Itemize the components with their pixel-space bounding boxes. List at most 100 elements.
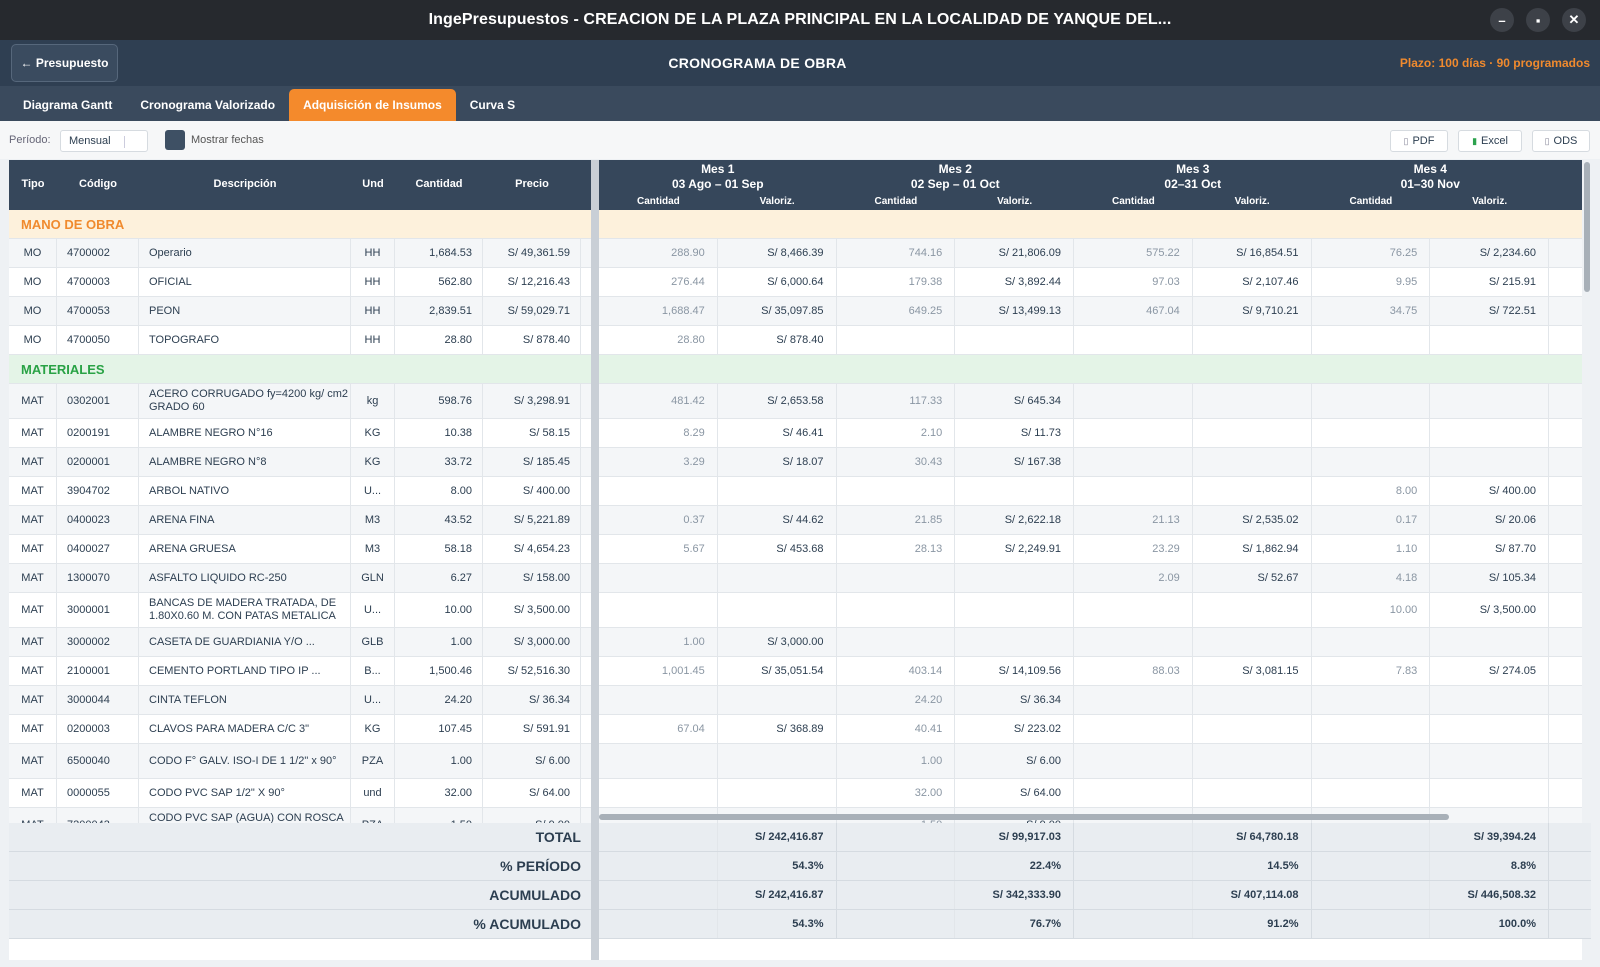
table-row-timeline[interactable]: 1.00 S/ 6.00	[599, 744, 1591, 779]
cell-precio: S/ 3,000.00	[483, 628, 581, 656]
cell-cant: 28.80	[395, 326, 483, 354]
cell-month-3-cantidad	[1074, 715, 1193, 743]
table-row[interactable]: MAT 0400027 ARENA GRUESA M3 58.18 S/ 4,654.23	[9, 535, 591, 564]
tab-adquisicion-insumos[interactable]: Adquisición de Insumos	[289, 89, 456, 121]
cell-month-1-cantidad	[599, 593, 718, 627]
table-row[interactable]: MO 4700050 TOPOGRAFO HH 28.80 S/ 878.40	[9, 326, 591, 355]
minimize-button[interactable]: –	[1490, 8, 1514, 32]
table-row-timeline[interactable]: 10.00 S/ 3,500.00	[599, 593, 1591, 628]
cell-precio: S/ 6.00	[483, 744, 581, 778]
supply-schedule-grid: Tipo Código Descripción Und Cantidad Pre…	[9, 160, 1591, 960]
table-row[interactable]: MAT 2100001 CEMENTO PORTLAND TIPO IP ... B.…	[9, 657, 591, 686]
tab-cronograma-valorizado[interactable]: Cronograma Valorizado	[140, 98, 276, 112]
cell-month-1-cantidad: 5.67	[599, 535, 718, 563]
cell-und: KG	[351, 419, 395, 447]
table-row-timeline[interactable]: 8.29 S/ 46.41 2.10 S/ 11.73	[599, 419, 1591, 448]
table-row-timeline[interactable]: 1,001.45 S/ 35,051.54 403.14 S/ 14,109.56 88…	[599, 657, 1591, 686]
footer-row-0: TOTAL	[9, 823, 591, 852]
cell-month-4-valoriz	[1430, 715, 1549, 743]
col-codigo[interactable]: Código	[79, 178, 117, 190]
cell-month-1-cantidad: 28.80	[599, 326, 718, 354]
table-row-timeline[interactable]: 288.90 S/ 8,466.39 744.16 S/ 21,806.09 575.2…	[599, 239, 1591, 268]
footer-spacer	[599, 881, 718, 909]
table-row[interactable]: MAT 0200003 CLAVOS PARA MADERA C/C 3" KG 107…	[9, 715, 591, 744]
table-row-timeline[interactable]: 28.80 S/ 878.40	[599, 326, 1591, 355]
tab-curva-s[interactable]: Curva S	[469, 98, 516, 112]
cell-cant: 1,500.46	[395, 657, 483, 685]
export-ods-button[interactable]: ▯ ODS	[1532, 130, 1590, 152]
cell-month-3-cantidad	[1074, 686, 1193, 714]
close-button[interactable]: ✕	[1562, 8, 1586, 32]
cell-und: GLB	[351, 628, 395, 656]
table-row[interactable]: MAT 3000002 CASETA DE GUARDIANIA Y/O ... GL…	[9, 628, 591, 657]
col-tipo[interactable]: Tipo	[21, 178, 45, 190]
table-row[interactable]: MAT 1300070 ASFALTO LIQUIDO RC-250 GLN 6.27 S…	[9, 564, 591, 593]
cell-month-4-cantidad	[1312, 448, 1431, 476]
table-row-timeline[interactable]: 0.37 S/ 44.62 21.85 S/ 2,622.18 21.13 S/ 2,53…	[599, 506, 1591, 535]
table-row[interactable]: MO 4700002 Operario HH 1,684.53 S/ 49,361.59	[9, 239, 591, 268]
table-row[interactable]: MAT 6500040 CODO F° GALV. ISO-I DE 1 1/2" …	[9, 744, 591, 779]
table-row[interactable]: MAT 0302001 ACERO CORRUGADO fy=4200 kg/ cm…	[9, 384, 591, 419]
table-row[interactable]: MAT 3000044 CINTA TEFLON U... 24.20 S/ 36.34	[9, 686, 591, 715]
table-row[interactable]: MAT 0400023 ARENA FINA M3 43.52 S/ 5,221.89	[9, 506, 591, 535]
cell-codigo: 3000044	[57, 686, 139, 714]
table-row-timeline[interactable]: 5.67 S/ 453.68 28.13 S/ 2,249.91 23.29 S/ 1,8…	[599, 535, 1591, 564]
vertical-scrollbar[interactable]	[1584, 162, 1590, 292]
footer-row-0-values: S/ 242,416.87 S/ 99,917.03 S/ 64,780.18 S/ …	[599, 823, 1591, 852]
table-row-timeline[interactable]: 24.20 S/ 36.34	[599, 686, 1591, 715]
col-cantidad[interactable]: Cantidad	[415, 178, 463, 190]
cell-month-3-valoriz	[1193, 477, 1312, 505]
tab-gantt[interactable]: Diagrama Gantt	[23, 98, 113, 112]
cell-precio: S/ 59,029.71	[483, 297, 581, 325]
horizontal-scrollbar[interactable]	[599, 814, 1449, 820]
cell-month-2-valoriz: S/ 11.73	[955, 419, 1074, 447]
col-precio[interactable]: Precio	[515, 178, 549, 190]
table-row-timeline[interactable]: 8.00 S/ 400.00	[599, 477, 1591, 506]
maximize-button[interactable]: ▪	[1526, 8, 1550, 32]
cell-month-4-cantidad	[1312, 628, 1431, 656]
table-row-timeline[interactable]: 2.09 S/ 52.67 4.18 S/ 105.34	[599, 564, 1591, 593]
cell-desc: OFICIAL	[139, 268, 351, 296]
back-to-budget-button[interactable]: ← Presupuesto	[11, 44, 118, 82]
table-row-timeline[interactable]: 276.44 S/ 6,000.64 179.38 S/ 3,892.44 97.03 S…	[599, 268, 1591, 297]
table-row[interactable]: MAT 3904702 ARBOL NATIVO U... 8.00 S/ 400.00	[9, 477, 591, 506]
cell-month-1-cantidad: 67.04	[599, 715, 718, 743]
footer-month-1-value: 54.3%	[718, 852, 837, 880]
vertical-scrollbar-track	[1582, 160, 1591, 960]
cell-precio: S/ 185.45	[483, 448, 581, 476]
cell-month-2-valoriz: S/ 2,249.91	[955, 535, 1074, 563]
cell-month-2-cantidad: 24.20	[837, 686, 956, 714]
table-row-timeline[interactable]: 481.42 S/ 2,653.58 117.33 S/ 645.34	[599, 384, 1591, 419]
footer-label: TOTAL	[535, 829, 581, 845]
table-row[interactable]: MO 4700003 OFICIAL HH 562.80 S/ 12,216.43	[9, 268, 591, 297]
period-select[interactable]: Mensual	[60, 130, 148, 152]
table-row[interactable]: MAT 3000001 BANCAS DE MADERA TRATADA, DE 1…	[9, 593, 591, 628]
period-label: Período:	[9, 134, 51, 146]
pane-splitter[interactable]	[591, 160, 599, 960]
cell-month-4-valoriz: S/ 20.06	[1430, 506, 1549, 534]
cell-codigo: 4700050	[57, 326, 139, 354]
table-row[interactable]: MAT 0200001 ALAMBRE NEGRO N°8 KG 33.72 S/ 185…	[9, 448, 591, 477]
footer-row-2-values: S/ 242,416.87 S/ 342,333.90 S/ 407,114.08 S…	[599, 881, 1591, 910]
cell-month-1-cantidad: 1,001.45	[599, 657, 718, 685]
cell-tipo: MAT	[9, 657, 57, 685]
table-row-timeline[interactable]: 32.00 S/ 64.00	[599, 779, 1591, 808]
app-header: ← Presupuesto CRONOGRAMA DE OBRA Plazo: …	[0, 40, 1600, 86]
footer-month-2-value: S/ 99,917.03	[955, 823, 1074, 851]
col-descripcion[interactable]: Descripción	[213, 178, 277, 190]
category-materiales: MATERIALES	[9, 355, 591, 384]
cell-und: M3	[351, 506, 395, 534]
table-row-timeline[interactable]: 1,688.47 S/ 35,097.85 649.25 S/ 13,499.13 46…	[599, 297, 1591, 326]
export-excel-button[interactable]: ▮ Excel	[1458, 130, 1522, 152]
table-row-timeline[interactable]: 67.04 S/ 368.89 40.41 S/ 223.02	[599, 715, 1591, 744]
show-dates-checkbox[interactable]	[165, 130, 185, 150]
table-row[interactable]: MO 4700053 PEON HH 2,839.51 S/ 59,029.71	[9, 297, 591, 326]
table-row-timeline[interactable]: 3.29 S/ 18.07 30.43 S/ 167.38	[599, 448, 1591, 477]
col-und[interactable]: Und	[362, 178, 384, 190]
export-pdf-button[interactable]: ▯ PDF	[1390, 130, 1448, 152]
table-row[interactable]: MAT 0000055 CODO PVC SAP 1/2" X 90° und 32.0…	[9, 779, 591, 808]
cell-codigo: 0000055	[57, 779, 139, 807]
footer-row-3-values: 54.3% 76.7% 91.2% 100.0%	[599, 910, 1591, 939]
table-row-timeline[interactable]: 1.00 S/ 3,000.00	[599, 628, 1591, 657]
table-row[interactable]: MAT 0200191 ALAMBRE NEGRO N°16 KG 10.38 S/ 58…	[9, 419, 591, 448]
